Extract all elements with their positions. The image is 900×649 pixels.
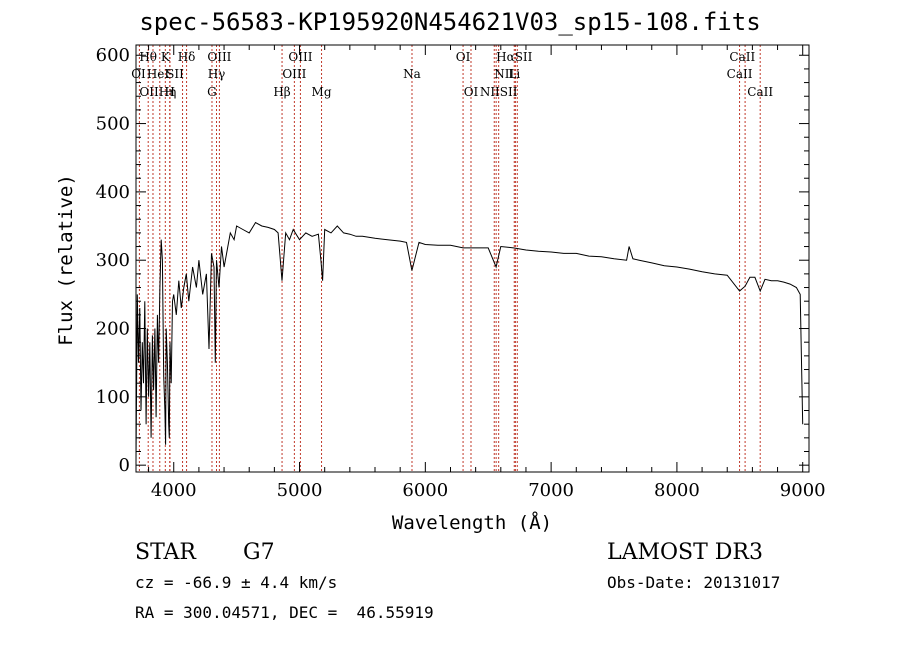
- y-tick-label: 500: [96, 114, 130, 135]
- line-label: Hδ: [178, 50, 196, 64]
- line-label: OIII: [207, 50, 231, 64]
- line-label: Hβ: [273, 85, 290, 99]
- chart-title: spec-56583-KP195920N454621V03_sp15-108.f…: [139, 8, 761, 36]
- line-label: CaII: [747, 85, 773, 99]
- line-label: OI: [464, 85, 479, 99]
- y-tick-label: 200: [96, 319, 130, 340]
- subclass: G7: [243, 540, 275, 565]
- x-tick-label: 5000: [277, 480, 323, 501]
- spectral-line-markers: [138, 45, 761, 472]
- plot-frame: [135, 44, 810, 473]
- line-label: K: [161, 50, 171, 64]
- x-tick-label: 6000: [402, 480, 448, 501]
- y-axis-label: Flux (relative): [55, 174, 77, 346]
- flux-series-line: [135, 221, 804, 462]
- x-axis-ticks: 4000 5000 6000 7000 8000 9000: [148, 45, 826, 501]
- line-label: Na: [403, 67, 421, 81]
- survey-name: LAMOST DR3: [607, 540, 763, 565]
- line-label: HαSII: [496, 50, 533, 64]
- line-label: G: [207, 85, 217, 99]
- line-label: HeI: [147, 67, 170, 81]
- x-tick-label: 8000: [654, 480, 700, 501]
- line-label: OIII: [282, 67, 306, 81]
- line-label: CaII: [729, 50, 755, 64]
- line-label: Hθ: [139, 50, 157, 64]
- y-tick-label: 400: [96, 182, 130, 203]
- x-tick-label: 7000: [528, 480, 574, 501]
- y-tick-label: 0: [119, 455, 130, 476]
- line-label: SII: [166, 67, 184, 81]
- y-tick-label: 300: [96, 250, 130, 271]
- line-label: H: [164, 85, 174, 99]
- line-label: OIII: [288, 50, 312, 64]
- observation-date: Obs-Date: 20131017: [607, 573, 781, 592]
- coordinates: RA = 300.04571, DEC = 46.55919: [135, 603, 434, 622]
- line-label: Hγ: [208, 67, 226, 81]
- line-label: Mg: [312, 85, 332, 99]
- x-tick-label: 4000: [151, 480, 197, 501]
- object-type: STAR: [135, 540, 196, 565]
- y-tick-label: 100: [96, 387, 130, 408]
- redshift-velocity: cz = -66.9 ± 4.4 km/s: [135, 573, 338, 592]
- x-axis-label: Wavelength (Å): [392, 511, 552, 534]
- y-axis-ticks: 0 100 200 300 400 500 600: [96, 45, 809, 476]
- x-tick-label: 9000: [780, 480, 826, 501]
- line-label: OI: [456, 50, 471, 64]
- y-tick-label: 600: [96, 45, 130, 66]
- line-label: NIISII: [480, 85, 518, 99]
- line-label: Li: [508, 67, 520, 81]
- line-label: OI: [131, 67, 146, 81]
- line-label: NII: [494, 67, 514, 81]
- line-label: CaII: [727, 67, 753, 81]
- line-label: OIIHη: [139, 85, 176, 99]
